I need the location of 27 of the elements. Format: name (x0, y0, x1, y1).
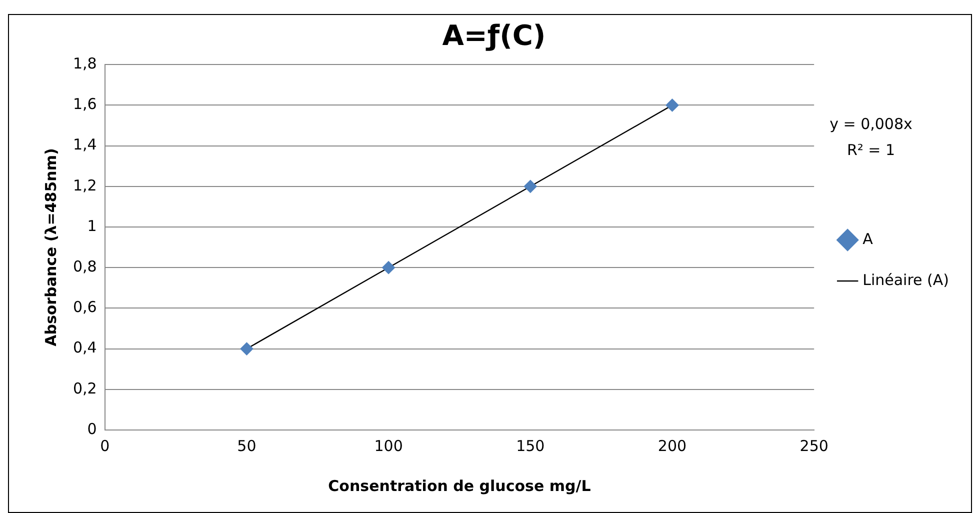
y-tick-label: 0,8 (72, 257, 97, 276)
y-tick-label: 1,2 (72, 176, 97, 194)
y-tick-label: 0,6 (72, 298, 97, 316)
y-axis-title: Absorbance (λ=485nm) (42, 148, 60, 346)
y-tick-label: 1,8 (72, 54, 97, 72)
legend-label: A (862, 230, 874, 248)
y-tick-label: 1 (87, 216, 97, 235)
chart-title: A=ƒ(C) (442, 19, 546, 52)
point (666, 98, 679, 112)
x-tick-label: 200 (658, 436, 687, 455)
y-tick-label: 0,2 (72, 379, 97, 398)
x-tick-label: 0 (100, 436, 110, 455)
x-tick-label: 250 (800, 436, 828, 455)
y-tick-label: 0 (87, 420, 97, 438)
legend-label: Linéaire (A) (862, 270, 950, 289)
point (382, 261, 396, 274)
x-tick-label: 50 (237, 436, 256, 455)
point (240, 342, 254, 356)
x-axis-title: Consentration de glucose mg/L (328, 476, 592, 495)
y-tick-label: 0,4 (72, 338, 97, 357)
text: y = 0,008x (830, 114, 913, 133)
y-tick-label: 1,6 (72, 95, 97, 114)
text: R² = 1 (846, 140, 896, 159)
y-tick-label: 1,4 (72, 136, 97, 154)
point (524, 180, 537, 193)
x-tick-label: 100 (374, 436, 403, 455)
x-tick-label: 150 (516, 436, 545, 455)
